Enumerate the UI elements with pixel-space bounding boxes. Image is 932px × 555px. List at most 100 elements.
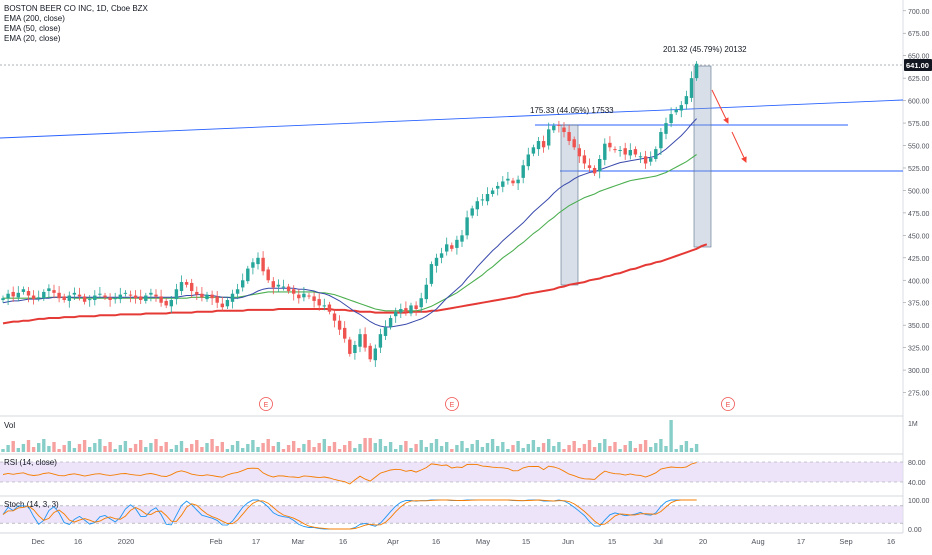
candle-body (404, 308, 408, 312)
candle-body (210, 294, 214, 299)
candle (31, 290, 36, 305)
candle (368, 343, 372, 363)
time-tick-label: 20 (699, 537, 707, 546)
candle-body (506, 178, 510, 181)
volume-bar (521, 448, 525, 452)
volume-bar (353, 448, 357, 452)
volume-bar (205, 443, 209, 452)
candle-body (511, 180, 515, 184)
candle-body (496, 185, 500, 189)
volume-bar (67, 441, 71, 452)
volume-bar (664, 446, 668, 452)
candle-body (455, 239, 459, 248)
earnings-marker-circle (259, 397, 273, 411)
volume-bar (587, 440, 592, 452)
time-tick-label: 16 (887, 537, 895, 546)
candle-body (557, 124, 561, 126)
price-tick-label: 450.00 (908, 233, 930, 240)
candle-body (450, 245, 454, 249)
candle (271, 277, 275, 295)
time-tick-label: Mar (292, 537, 305, 546)
volume-bar (93, 443, 97, 452)
candle-body (633, 149, 638, 155)
volume-bar (108, 442, 112, 452)
time-tick-label: 16 (339, 537, 347, 546)
volume-bar (174, 445, 179, 452)
time-tick-label: Feb (210, 537, 223, 546)
time-tick-label: Dec (31, 537, 45, 546)
candle-body (26, 291, 31, 296)
earnings-marker-label: E (726, 402, 731, 409)
candle-body (526, 154, 530, 167)
candle-body (16, 292, 20, 298)
earnings-marker-label: E (450, 402, 455, 409)
candle (434, 253, 439, 273)
volume-bar (261, 443, 265, 452)
time-tick-label: 17 (252, 537, 260, 546)
volume-bar (409, 448, 413, 452)
volume-bar (511, 445, 515, 452)
last-price-badge: 641.00 (904, 59, 932, 71)
volume-bar (292, 441, 296, 452)
candle (669, 107, 673, 128)
candle (679, 101, 683, 118)
candle (633, 146, 638, 158)
legend-title: BOSTON BEER CO INC, 1D, Cboe BZX (4, 4, 148, 13)
candle-body (618, 150, 622, 152)
price-tick-label: 550.00 (908, 144, 930, 151)
candle (409, 302, 413, 317)
volume-bar (6, 445, 10, 452)
candle-body (353, 344, 357, 354)
volume-bar (302, 444, 306, 452)
volume-bar (684, 441, 689, 452)
candle-body (67, 295, 71, 301)
rsi-tick-label: 80.00 (908, 460, 926, 467)
candle (424, 278, 428, 304)
candle (42, 289, 46, 301)
candle (373, 344, 377, 367)
candle-body (603, 143, 607, 160)
volume-bar (179, 441, 184, 452)
volume-bar (235, 441, 240, 452)
candle (184, 279, 189, 288)
candle-body (42, 291, 46, 299)
volume-bar (501, 442, 505, 452)
candle (562, 122, 566, 138)
candle (399, 303, 403, 318)
candle-body (31, 295, 36, 300)
candle (628, 143, 632, 160)
candle-body (572, 139, 576, 148)
candle (526, 147, 530, 171)
rsi-line (2, 462, 697, 485)
time-tick-label: Jul (653, 537, 663, 546)
candle (11, 286, 15, 302)
volume-bar (516, 441, 520, 452)
volume-bar (623, 445, 627, 452)
earnings-marker-circle (721, 397, 735, 411)
projection-arrow (711, 89, 729, 124)
candle-body (276, 284, 281, 287)
legend-ema50: EMA (50, close) (4, 24, 61, 33)
price-tick-label: 650.00 (908, 54, 930, 61)
candle (516, 175, 520, 190)
candle-body (541, 141, 546, 148)
price-tick-label: 275.00 (908, 391, 930, 398)
volume-bar (496, 446, 500, 452)
volume-bar (531, 440, 536, 452)
candle-body (516, 179, 520, 184)
stoch-tick-label: 100.00 (908, 498, 930, 505)
candle-body (292, 289, 296, 294)
candle (98, 286, 102, 299)
volume-bar (230, 445, 235, 452)
candle (531, 144, 536, 157)
candle-body (363, 334, 367, 348)
candle (592, 165, 597, 177)
candle-body (307, 295, 311, 297)
trendline (0, 99, 904, 139)
candle-body (669, 114, 673, 124)
stoch-pane: Stoch (14, 3, 3) 100.00 0.00 (0, 498, 930, 534)
volume-bar (281, 449, 286, 452)
candle (414, 301, 418, 316)
